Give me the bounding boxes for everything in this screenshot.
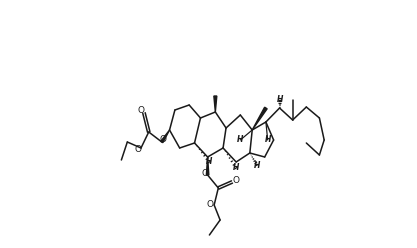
Polygon shape [206,157,209,175]
Text: O: O [138,106,145,115]
Text: H: H [206,157,213,166]
Text: H: H [264,135,271,145]
Text: H: H [276,95,283,104]
Polygon shape [161,130,170,143]
Text: O: O [160,134,166,144]
Text: O: O [207,200,214,209]
Text: O: O [232,176,239,185]
Text: H: H [233,163,239,173]
Text: H: H [237,135,244,145]
Text: H: H [254,160,260,169]
Polygon shape [214,96,217,112]
Polygon shape [252,107,267,130]
Text: O: O [135,145,141,154]
Text: O: O [202,169,208,178]
